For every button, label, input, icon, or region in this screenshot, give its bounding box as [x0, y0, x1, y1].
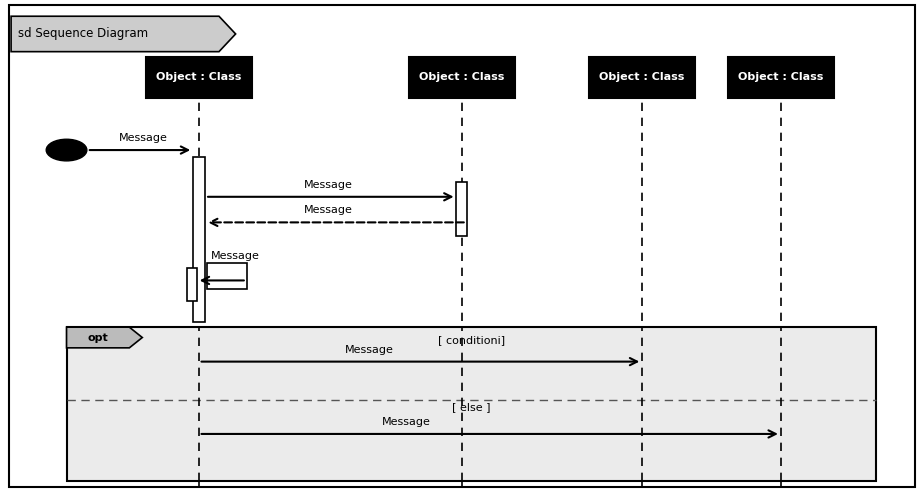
FancyBboxPatch shape: [193, 157, 205, 322]
Text: sd Sequence Diagram: sd Sequence Diagram: [18, 28, 149, 40]
Text: Object : Class: Object : Class: [738, 72, 823, 83]
Text: Message: Message: [383, 417, 431, 427]
Polygon shape: [67, 327, 142, 348]
Polygon shape: [11, 16, 236, 52]
FancyBboxPatch shape: [146, 57, 251, 98]
FancyBboxPatch shape: [728, 57, 833, 98]
FancyBboxPatch shape: [9, 5, 915, 487]
FancyBboxPatch shape: [207, 263, 247, 289]
Text: Message: Message: [304, 180, 352, 190]
Text: Object : Class: Object : Class: [600, 72, 685, 83]
FancyBboxPatch shape: [408, 57, 516, 98]
Text: opt: opt: [88, 333, 108, 342]
FancyBboxPatch shape: [590, 57, 695, 98]
Text: Message: Message: [304, 206, 352, 215]
FancyBboxPatch shape: [456, 182, 467, 236]
Text: Message: Message: [119, 133, 167, 143]
Text: [ else ]: [ else ]: [452, 402, 491, 412]
Text: [ conditioni]: [ conditioni]: [438, 336, 505, 345]
Circle shape: [46, 139, 87, 161]
Text: Message: Message: [346, 345, 394, 355]
Text: Object : Class: Object : Class: [419, 72, 505, 83]
FancyBboxPatch shape: [187, 268, 197, 301]
Text: Message: Message: [211, 251, 260, 261]
FancyBboxPatch shape: [67, 327, 876, 481]
Text: Object : Class: Object : Class: [156, 72, 241, 83]
